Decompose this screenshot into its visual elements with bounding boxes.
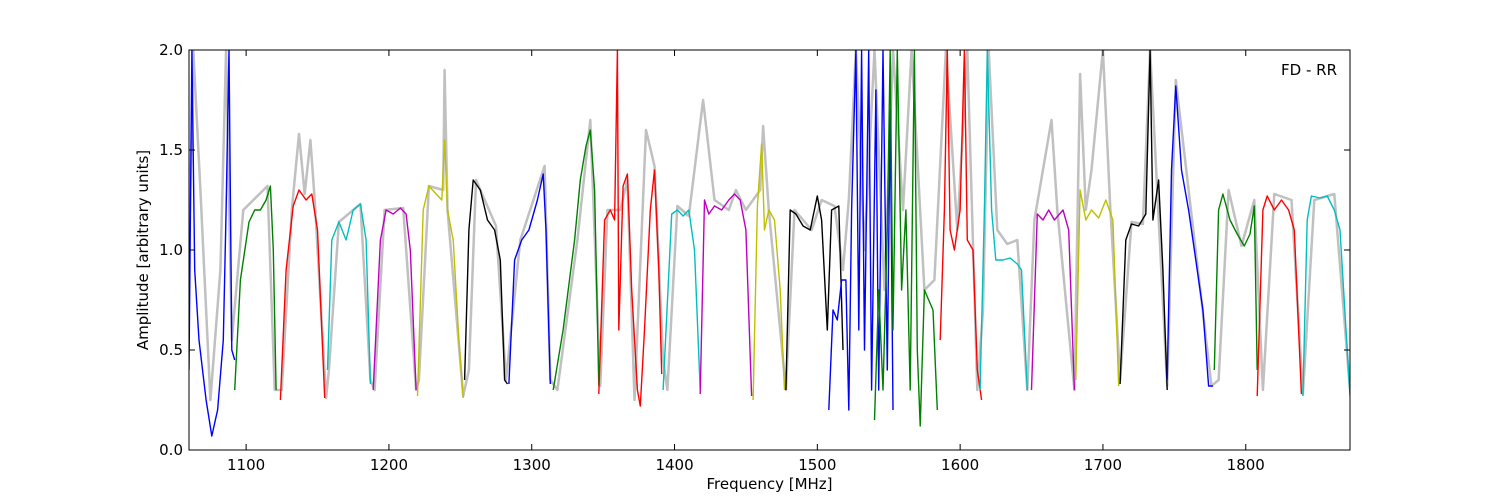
y-tick-label: 1.0	[159, 241, 183, 259]
series-line-2	[234, 185, 277, 391]
series-line-25	[1302, 195, 1350, 397]
x-tick-label: 1400	[655, 456, 693, 474]
series-line-9	[552, 129, 600, 391]
series-line-20	[1075, 189, 1120, 387]
series-line-14	[785, 195, 844, 391]
series-line-18	[979, 50, 1028, 391]
y-tick-label: 0.0	[159, 441, 183, 459]
y-axis-label: Amplitude [arbitrary units]	[134, 150, 152, 350]
series-line-5	[372, 207, 417, 391]
series-line-16	[873, 50, 938, 427]
series-line-6	[416, 139, 464, 399]
series-line-15	[828, 50, 894, 411]
x-tick-label: 1700	[1084, 456, 1122, 474]
series-line-13	[752, 143, 786, 401]
series-line-11	[662, 209, 701, 391]
series-line-12	[699, 193, 753, 397]
series-group	[189, 50, 1350, 437]
y-tick-label: 1.5	[159, 141, 183, 159]
series-line-24	[1256, 195, 1303, 397]
series-line-17	[939, 50, 983, 401]
axis-ticks: 1100 1200 1300 1400 1500 1600 1700 1800 0.0 0.5 1.…	[159, 41, 1350, 474]
y-tick-label: 0.5	[159, 341, 183, 359]
x-tick-label: 1800	[1227, 456, 1265, 474]
series-line-22	[1166, 85, 1213, 387]
series-line-4	[326, 203, 372, 385]
series-line-19	[1030, 209, 1076, 391]
y-tick-label: 2.0	[159, 41, 183, 59]
series-line-21	[1119, 50, 1168, 391]
series-line-23	[1213, 193, 1258, 371]
x-tick-label: 1500	[798, 456, 836, 474]
x-axis-label: Frequency [MHz]	[706, 475, 832, 493]
x-tick-label: 1100	[227, 456, 265, 474]
series-line-8	[508, 173, 551, 385]
series-line-1	[189, 50, 236, 437]
x-tick-label: 1200	[370, 456, 408, 474]
series-line-3	[279, 189, 326, 401]
x-tick-label: 1600	[941, 456, 979, 474]
x-tick-label: 1300	[513, 456, 551, 474]
series-line-7	[463, 179, 509, 385]
series-line-10	[598, 50, 663, 407]
plot-annotation: FD - RR	[1281, 61, 1337, 79]
